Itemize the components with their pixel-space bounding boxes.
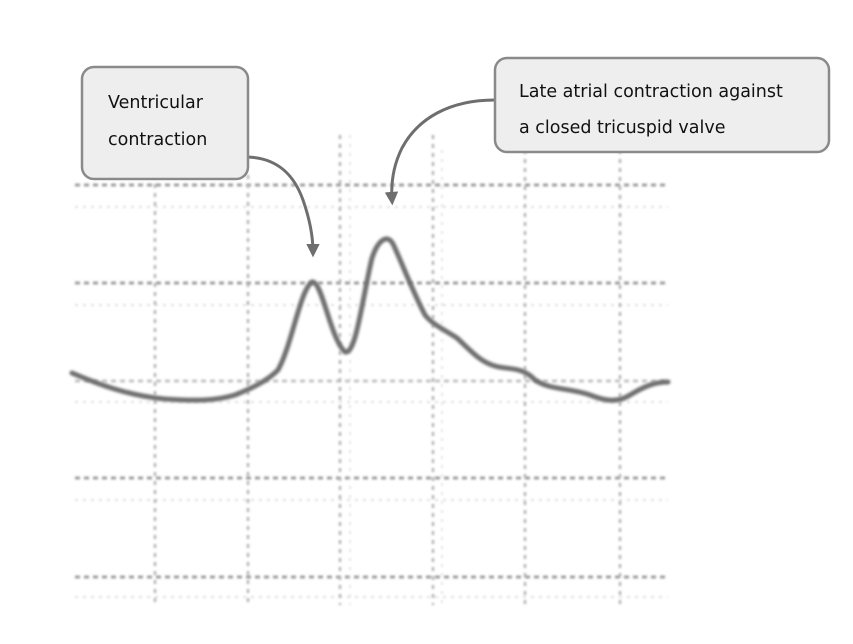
grid-major-horizontal (75, 183, 668, 579)
pressure-waveform-trace (69, 236, 671, 403)
callout-ventricular-box (80, 65, 250, 181)
grid-minor-vertical (349, 135, 443, 605)
callout-atrial-box (493, 56, 831, 154)
arrow-to-atrial-peak (384, 98, 496, 206)
arrow-to-ventricular-peak (247, 155, 320, 258)
callout-atrial-line-1: Late atrial contraction against (519, 82, 783, 102)
callout-ventricular-line-1: Ventricular (108, 93, 204, 113)
callout-atrial-line-2: a closed tricuspid valve (519, 118, 726, 138)
grid-major-vertical (153, 135, 622, 605)
callout-ventricular-contraction: Ventricular contraction (80, 65, 250, 181)
grid (75, 135, 668, 605)
callout-ventricular-line-2: contraction (108, 130, 207, 150)
callout-late-atrial-contraction: Late atrial contraction against a closed… (493, 56, 831, 154)
